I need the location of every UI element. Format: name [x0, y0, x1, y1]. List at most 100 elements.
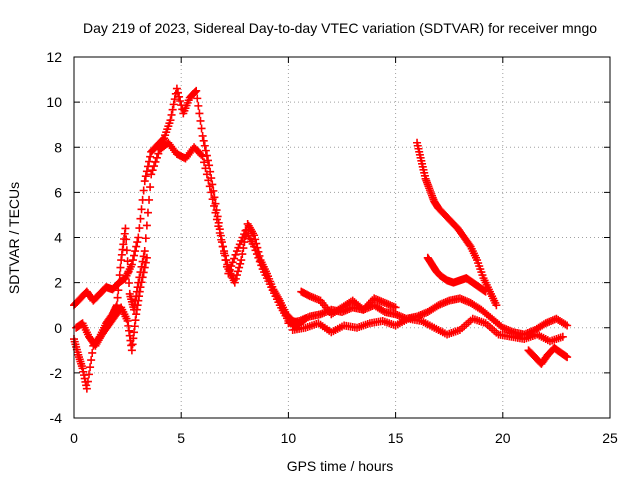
- data-point-interp: [113, 293, 122, 302]
- data-point-interp: [191, 87, 200, 96]
- data-point-interp: [146, 152, 155, 161]
- data-point-interp: [140, 263, 149, 272]
- series-trace-f: [297, 287, 400, 319]
- data-point-interp: [561, 320, 570, 329]
- data-point-interp: [154, 149, 163, 158]
- data-point-interp: [231, 250, 240, 259]
- data-point-interp: [175, 92, 184, 101]
- data-point-interp: [128, 256, 137, 265]
- data-point-interp: [201, 146, 210, 155]
- data-point-interp: [115, 278, 124, 287]
- data-point-interp: [139, 268, 148, 277]
- data-point: [250, 242, 259, 251]
- x-axis-label: GPS time / hours: [287, 458, 394, 474]
- data-point-interp: [202, 170, 211, 179]
- data-point-interp: [195, 109, 204, 118]
- data-point: [147, 170, 156, 179]
- data-point-interp: [141, 258, 150, 267]
- data-point: [215, 228, 224, 237]
- data-point: [198, 131, 207, 140]
- y-tick-label: 10: [46, 94, 62, 110]
- data-point-interp: [205, 182, 214, 191]
- data-point-interp: [254, 253, 263, 262]
- data-point-interp: [255, 257, 264, 266]
- y-tick-label: 6: [54, 184, 62, 200]
- data-point-interp: [170, 95, 179, 104]
- data-point: [142, 253, 151, 262]
- data-point: [207, 188, 216, 197]
- data-points: [70, 84, 572, 393]
- data-point-interp: [379, 306, 388, 315]
- data-point: [481, 287, 490, 296]
- data-point-interp: [228, 258, 237, 267]
- data-point-interp: [234, 267, 243, 276]
- chart-title: Day 219 of 2023, Sidereal Day-to-day VTE…: [83, 20, 597, 36]
- data-point-interp: [211, 208, 220, 217]
- data-point-interp: [235, 263, 244, 272]
- data-point-interp: [135, 224, 144, 233]
- series-trace-h: [423, 253, 490, 296]
- data-point: [198, 152, 207, 161]
- data-point-interp: [200, 158, 209, 167]
- data-point-interp: [212, 215, 221, 224]
- data-point-interp: [142, 221, 151, 230]
- data-point-interp: [173, 88, 182, 97]
- data-point-interp: [87, 356, 96, 365]
- data-point: [127, 260, 136, 269]
- data-point-interp: [125, 279, 134, 288]
- x-tick-label: 25: [602, 430, 618, 446]
- data-point: [391, 303, 400, 312]
- data-point-interp: [137, 205, 146, 214]
- series-trace-i: [524, 344, 572, 368]
- data-point-interp: [167, 110, 176, 119]
- data-point-interp: [176, 96, 185, 105]
- data-point-interp: [138, 273, 147, 282]
- data-point-interp: [136, 214, 145, 223]
- y-tick-label: -4: [50, 410, 63, 426]
- data-point-interp: [122, 246, 131, 255]
- data-point-interp: [133, 238, 142, 247]
- y-tick-label: -2: [50, 365, 63, 381]
- series-trace-e: [288, 314, 567, 346]
- data-point: [192, 86, 201, 95]
- data-point-interp: [86, 363, 95, 372]
- x-tick-label: 20: [495, 430, 511, 446]
- y-tick-label: 4: [54, 230, 62, 246]
- data-point-interp: [230, 254, 239, 263]
- data-point-interp: [218, 242, 227, 251]
- data-point-interp: [168, 105, 177, 114]
- x-tick-label: 5: [177, 430, 185, 446]
- data-point: [558, 332, 567, 341]
- data-point-interp: [130, 251, 139, 260]
- data-point-interp: [115, 271, 124, 280]
- data-point-interp: [238, 250, 247, 259]
- data-point-interp: [194, 101, 203, 110]
- data-point-interp: [199, 136, 208, 145]
- data-point-interp: [208, 195, 217, 204]
- data-point-interp: [210, 201, 219, 210]
- data-point-interp: [225, 265, 234, 274]
- data-point-interp: [251, 246, 260, 255]
- y-tick-label: 12: [46, 49, 62, 65]
- data-point-interp: [137, 278, 146, 287]
- data-point-interp: [169, 100, 178, 109]
- plot-frame: [73, 56, 611, 419]
- data-point-interp: [236, 259, 245, 268]
- x-tick-label: 10: [281, 430, 297, 446]
- data-point-interp: [227, 262, 236, 271]
- data-point-interp: [200, 141, 209, 150]
- data-point-interp: [114, 286, 123, 295]
- data-point: [172, 84, 181, 93]
- data-point-interp: [150, 162, 159, 171]
- data-point-interp: [158, 135, 167, 144]
- data-point: [134, 233, 143, 242]
- data-point-interp: [232, 271, 241, 280]
- series-trace-c: [72, 253, 151, 355]
- data-point-interp: [197, 150, 206, 159]
- data-point-interp: [145, 195, 154, 204]
- data-point: [121, 224, 130, 233]
- data-point-interp: [197, 124, 206, 133]
- data-point: [230, 278, 239, 287]
